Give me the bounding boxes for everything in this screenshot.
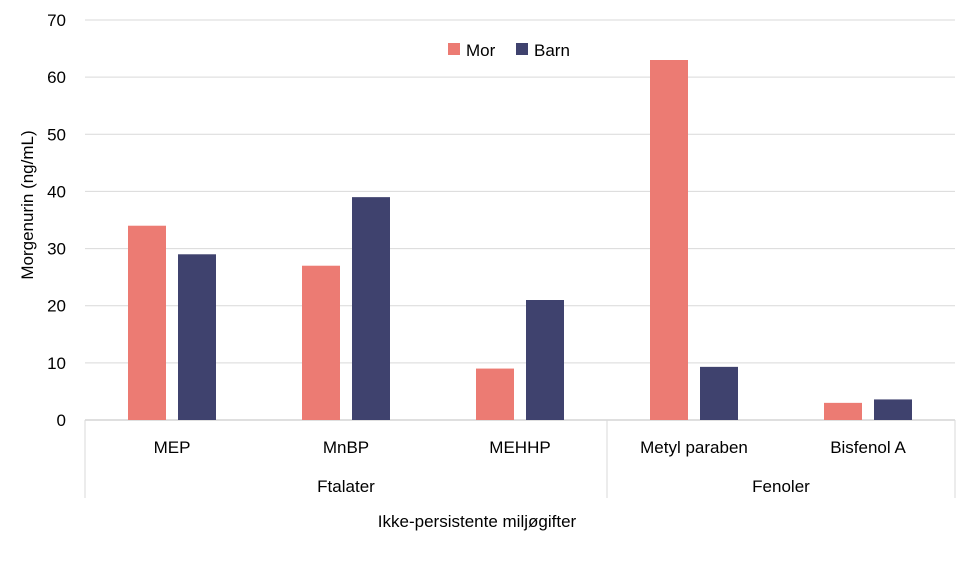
x-tick-label: Metyl paraben <box>640 438 748 457</box>
y-axis-tick-labels: 0 10 20 30 40 50 60 70 <box>47 11 66 430</box>
legend: Mor Barn <box>448 41 570 60</box>
legend-swatch-mor <box>448 43 460 55</box>
y-axis-title: Morgenurin (ng/mL) <box>18 130 37 279</box>
bar-mor-3 <box>650 60 688 420</box>
x-tick-label: Bisfenol A <box>830 438 906 457</box>
bar-mor-0 <box>128 225 166 420</box>
bar-mor-4 <box>824 402 862 420</box>
x-group-label: Fenoler <box>752 477 810 496</box>
bar-barn-4 <box>874 399 912 420</box>
y-tick-label: 50 <box>47 125 66 144</box>
x-axis-title: Ikke-persistente miljøgifter <box>378 512 577 531</box>
gridlines <box>85 19 955 421</box>
y-tick-label: 40 <box>47 182 66 201</box>
y-tick-label: 20 <box>47 297 66 316</box>
bar-mor-2 <box>476 368 514 420</box>
bars <box>128 60 912 420</box>
x-tick-label: MnBP <box>323 438 369 457</box>
bar-barn-3 <box>700 366 738 420</box>
legend-label-barn: Barn <box>534 41 570 60</box>
bar-mor-1 <box>302 265 340 420</box>
y-tick-label: 60 <box>47 68 66 87</box>
bar-barn-0 <box>178 254 216 420</box>
x-group-label: Ftalater <box>317 477 375 496</box>
y-tick-label: 10 <box>47 354 66 373</box>
legend-label-mor: Mor <box>466 41 496 60</box>
bar-barn-1 <box>352 197 390 420</box>
y-tick-label: 0 <box>57 411 66 430</box>
y-tick-label: 30 <box>47 240 66 259</box>
y-tick-label: 70 <box>47 11 66 30</box>
bar-barn-2 <box>526 300 564 420</box>
x-tick-label: MEP <box>154 438 191 457</box>
legend-swatch-barn <box>516 43 528 55</box>
x-tick-label: MEHHP <box>489 438 550 457</box>
x-axis: MEP MnBP MEHHP Metyl paraben Bisfenol A Ftala… <box>84 420 956 498</box>
